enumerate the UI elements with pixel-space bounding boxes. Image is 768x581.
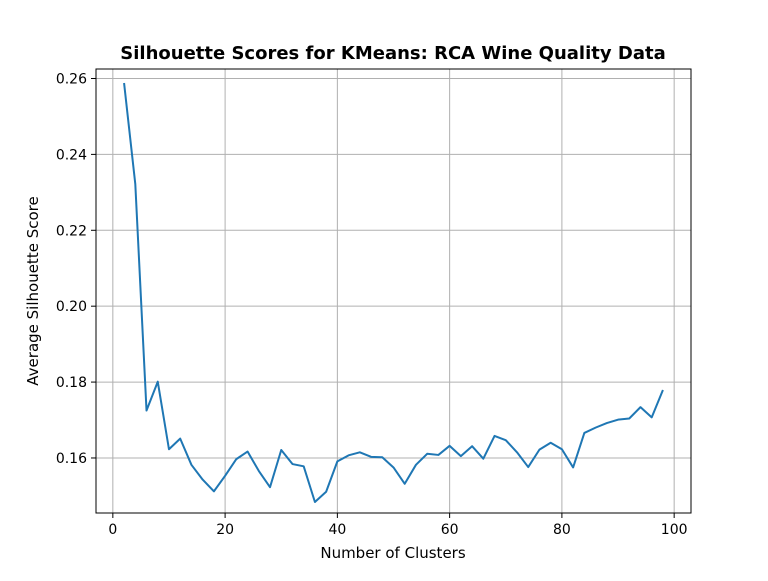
plot-frame <box>95 68 692 514</box>
y-tick-label: 0.20 <box>56 299 87 315</box>
y-tick-label: 0.18 <box>56 375 87 391</box>
x-tick-label: 60 <box>441 522 459 538</box>
chart-title: Silhouette Scores for KMeans: RCA Wine Q… <box>120 43 665 64</box>
y-axis: 0.16 0.18 0.20 0.22 0.24 0.26 <box>56 71 96 467</box>
y-tick-label: 0.24 <box>56 147 87 163</box>
x-axis: 0 20 40 60 80 100 <box>108 513 688 538</box>
x-axis-label: Number of Clusters <box>320 544 465 562</box>
plot-area <box>96 69 691 513</box>
silhouette-score-line <box>123 82 664 503</box>
grid <box>96 69 691 513</box>
x-tick-label: 80 <box>553 522 571 538</box>
y-tick-label: 0.22 <box>56 223 87 239</box>
y-axis-label: Average Silhouette Score <box>24 196 42 385</box>
y-tick-label: 0.16 <box>56 451 87 467</box>
x-tick-label: 20 <box>216 522 234 538</box>
y-tick-label: 0.26 <box>56 71 87 87</box>
series-layer <box>123 82 664 503</box>
x-tick-label: 40 <box>328 522 346 538</box>
x-tick-label: 0 <box>108 522 117 538</box>
x-tick-label: 100 <box>661 522 688 538</box>
